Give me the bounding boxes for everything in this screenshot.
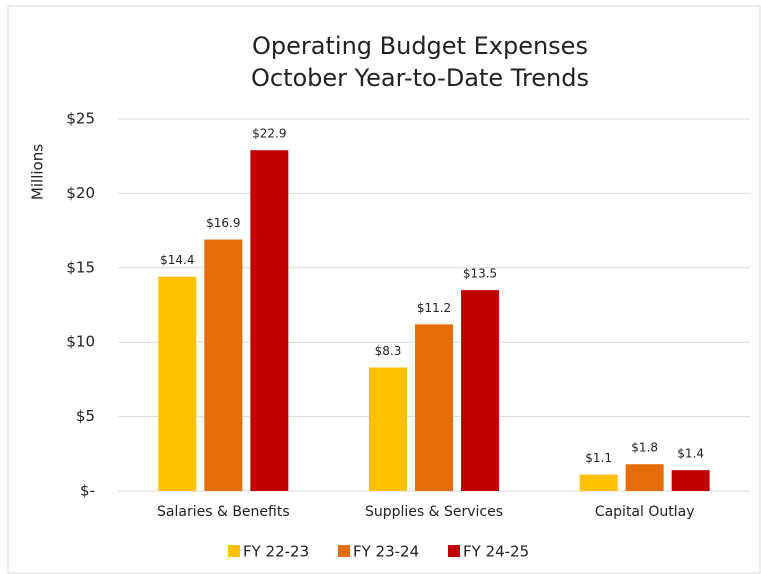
value-label: $1.4 (677, 447, 704, 461)
legend-label: FY 23-24 (353, 543, 419, 561)
value-label: $11.2 (417, 301, 451, 315)
x-tick-label: Capital Outlay (595, 504, 695, 520)
value-label: $14.4 (160, 253, 194, 267)
legend-label: FY 24-25 (463, 543, 529, 561)
legend-swatch (448, 545, 460, 557)
legend-swatch (228, 545, 240, 557)
value-label: $16.9 (206, 216, 240, 230)
y-tick-label: $5 (76, 407, 95, 425)
bar (204, 239, 243, 491)
x-tick-label: Supplies & Services (365, 504, 503, 520)
bar (415, 324, 453, 491)
legend-swatch (338, 545, 350, 557)
y-tick-label: $15 (66, 258, 95, 276)
bar (250, 150, 289, 492)
y-tick-label: $10 (66, 333, 95, 351)
bar (671, 470, 710, 491)
y-tick-label: $25 (66, 110, 95, 128)
y-tick-label: $- (80, 482, 95, 500)
value-label: $1.1 (585, 451, 612, 465)
y-axis-label: Millions (29, 144, 47, 200)
bar (579, 474, 618, 491)
bar (625, 464, 664, 491)
y-tick-label: $20 (66, 184, 95, 202)
legend-label: FY 22-23 (243, 543, 309, 561)
value-label: $13.5 (463, 267, 497, 281)
bar (158, 276, 197, 491)
bar (369, 367, 407, 491)
value-label: $22.9 (252, 127, 286, 141)
value-label: $1.8 (631, 441, 658, 455)
chart-title: October Year-to-Date Trends (251, 64, 589, 92)
bar (461, 290, 499, 491)
value-label: $8.3 (375, 344, 402, 358)
x-tick-label: Salaries & Benefits (157, 504, 290, 520)
chart-title: Operating Budget Expenses (252, 32, 588, 60)
